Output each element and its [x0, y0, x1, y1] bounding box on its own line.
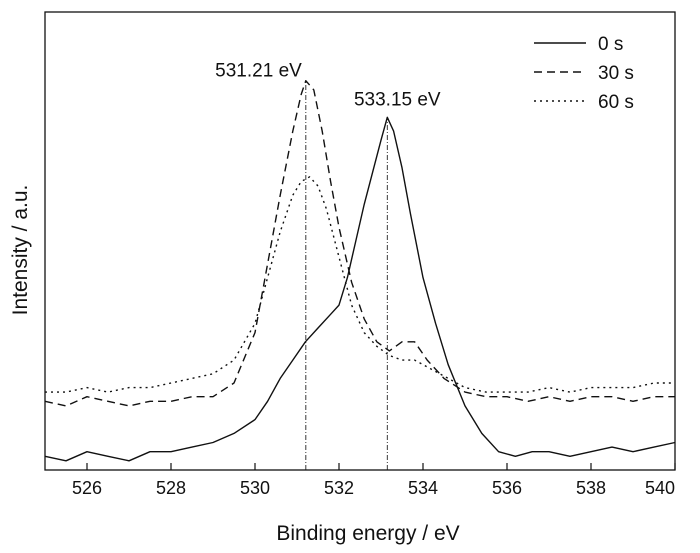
axes: 526 528 530 532 534 536 538 540 [44, 11, 676, 498]
series-line-0s [44, 116, 676, 462]
peak-annotations: 531.21 eV 533.15 eV [215, 61, 441, 470]
legend-label-30s: 30 s [598, 63, 634, 84]
x-tick-label-538: 538 [576, 478, 606, 498]
series-lines [44, 79, 676, 462]
x-tick-label-528: 528 [156, 478, 186, 498]
y-axis-title: Intensity / a.u. [9, 185, 32, 316]
x-tick-label-530: 530 [240, 478, 270, 498]
legend: 0 s 30 s 60 s [534, 34, 634, 113]
peak-label-0: 531.21 eV [215, 61, 302, 82]
series-line-60s [45, 176, 675, 393]
x-axis-title: Binding energy / eV [276, 522, 459, 545]
peak-label-1: 533.15 eV [354, 89, 441, 110]
x-tick-label-532: 532 [324, 478, 354, 498]
x-tick-label-540: 540 [645, 478, 675, 498]
legend-label-60s: 60 s [598, 92, 634, 113]
legend-label-0s: 0 s [598, 34, 623, 55]
x-tick-label-526: 526 [72, 478, 102, 498]
series-line-30s [44, 79, 675, 407]
x-tick-label-534: 534 [408, 478, 438, 498]
plot-frame [44, 11, 676, 471]
x-tick-label-536: 536 [492, 478, 522, 498]
